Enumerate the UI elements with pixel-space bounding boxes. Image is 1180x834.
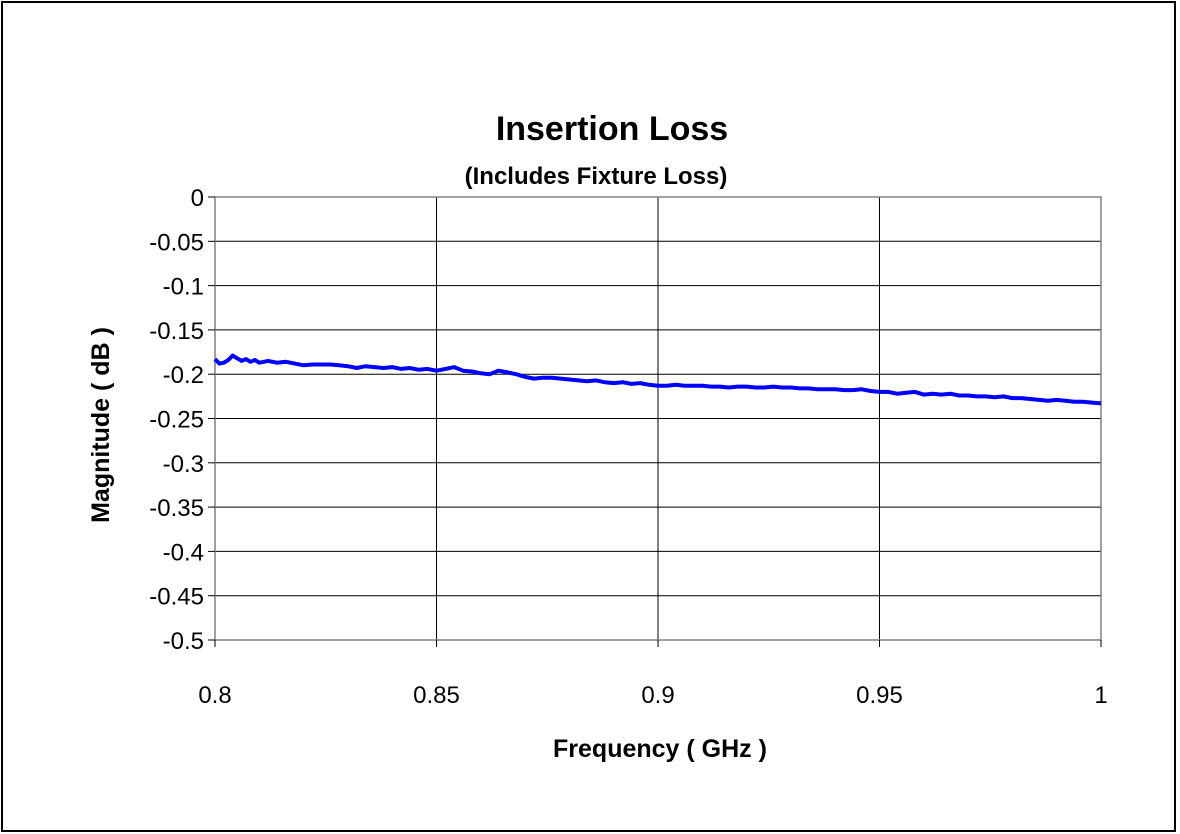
x-axis-ticks: 0.8 0.85 0.9 0.95 1 (198, 640, 1108, 709)
y-tick-label: -0.35 (149, 495, 204, 522)
x-tick-label: 0.85 (413, 682, 460, 709)
y-tick-label: -0.5 (163, 628, 204, 655)
gridlines (215, 196, 1101, 641)
y-tick-label: -0.05 (149, 229, 204, 256)
x-tick-label: 1 (1094, 682, 1107, 709)
y-axis-title: Magnitude ( dB ) (87, 327, 115, 523)
chart-subtitle: (Includes Fixture Loss) (465, 163, 728, 190)
y-tick-label: -0.45 (149, 584, 204, 611)
y-tick-label: -0.3 (163, 451, 204, 478)
chart-title: Insertion Loss (496, 110, 728, 148)
x-axis-title: Frequency ( GHz ) (553, 735, 767, 763)
y-tick-label: -0.15 (149, 318, 204, 345)
x-tick-label: 0.95 (856, 682, 903, 709)
y-tick-label: -0.4 (163, 539, 204, 566)
y-tick-label: -0.25 (149, 407, 204, 434)
y-tick-label: -0.2 (163, 362, 204, 389)
x-tick-label: 0.9 (641, 682, 674, 709)
series-line (213, 353, 1102, 406)
y-axis-ticks: 0 -0.05 -0.1 -0.15 -0.2 -0.25 -0.3 -0.35 -0.4 -0.… (149, 185, 215, 655)
y-tick-label: -0.1 (163, 274, 204, 301)
y-tick-label: 0 (191, 185, 204, 212)
x-tick-label: 0.8 (198, 682, 231, 709)
